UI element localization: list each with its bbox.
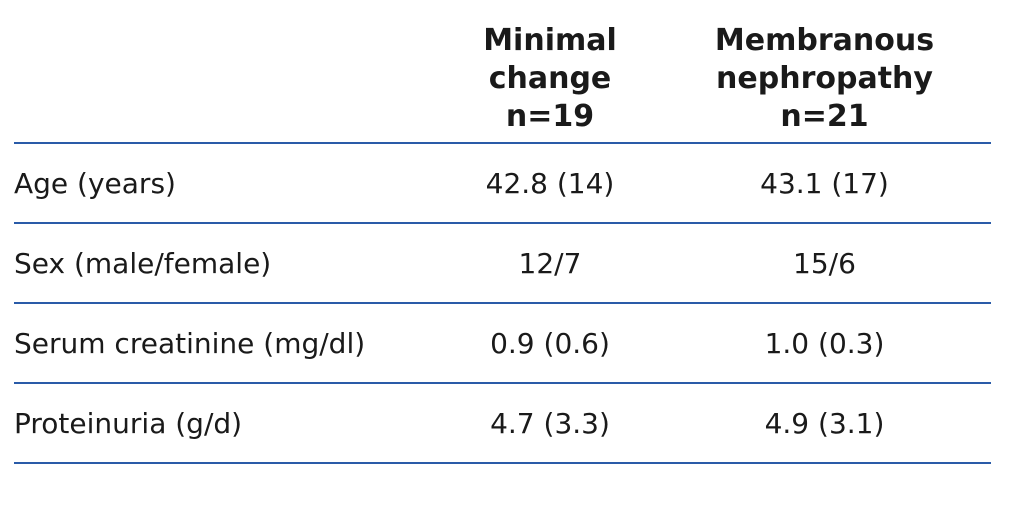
header-row: Minimal change n=19 Membranous nephropathy n=…	[14, 0, 991, 144]
row-label: Sex (male/female)	[14, 223, 442, 304]
table-wrap: Minimal change n=19 Membranous nephropathy n=…	[14, 0, 991, 464]
value-cell: 43.1 (17)	[658, 143, 991, 224]
header-cell	[14, 0, 442, 144]
row-label: Proteinuria (g/d)	[14, 383, 442, 464]
value-cell: 15/6	[658, 223, 991, 304]
table-row: Age (years) 42.8 (14) 43.1 (17)	[14, 143, 991, 224]
value-cell: 4.9 (3.1)	[658, 383, 991, 464]
header-line: n=19	[505, 99, 595, 134]
table-row: Sex (male/female) 12/7 15/6	[14, 223, 991, 304]
value-cell: 0.9 (0.6)	[442, 303, 658, 384]
header-line: n=21	[780, 99, 869, 134]
row-label: Serum creatinine (mg/dl)	[14, 303, 442, 384]
header-line: change	[488, 61, 612, 96]
header-line: Minimal	[483, 23, 617, 58]
table-row: Serum creatinine (mg/dl) 0.9 (0.6) 1.0 (0.…	[14, 303, 991, 384]
value-cell: 4.7 (3.3)	[442, 383, 658, 464]
table-row: Proteinuria (g/d) 4.7 (3.3) 4.9 (3.1)	[14, 383, 991, 464]
value-cell: 1.0 (0.3)	[658, 303, 991, 384]
value-cell: 42.8 (14)	[442, 143, 658, 224]
data-table: Minimal change n=19 Membranous nephropathy n=…	[14, 0, 991, 464]
header-line: nephropathy	[716, 61, 933, 96]
header-cell: Minimal change n=19	[442, 0, 658, 144]
value-cell: 12/7	[442, 223, 658, 304]
header-cell: Membranous nephropathy n=21	[658, 0, 991, 144]
row-label: Age (years)	[14, 143, 442, 224]
header-line: Membranous	[714, 23, 935, 58]
